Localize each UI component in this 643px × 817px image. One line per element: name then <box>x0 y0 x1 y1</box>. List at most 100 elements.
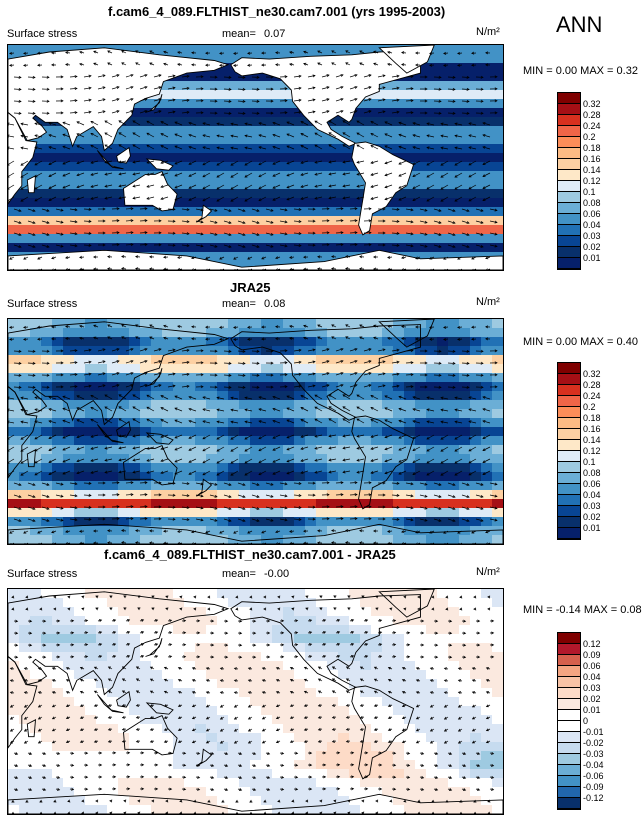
wind-arrow <box>160 172 169 176</box>
wind-arrow-head <box>163 255 167 259</box>
field-cell <box>283 243 295 253</box>
wind-arrow <box>247 256 253 260</box>
field-cell <box>107 472 119 482</box>
field-cell <box>272 445 284 455</box>
wind-arrow <box>27 362 36 364</box>
wind-arrow <box>461 244 470 248</box>
wind-arrow <box>223 76 232 78</box>
wind-arrow <box>195 518 204 521</box>
wind-arrow <box>41 506 50 510</box>
wind-arrow <box>293 518 302 521</box>
wind-arrow <box>447 386 456 388</box>
wind-arrow-head <box>444 542 446 544</box>
wind-arrow-head <box>415 325 419 329</box>
field-cell <box>195 198 207 208</box>
field-cell <box>19 207 31 217</box>
field-cell <box>228 346 240 356</box>
wind-arrow <box>223 112 232 114</box>
field-cell <box>118 517 130 527</box>
field-cell <box>481 162 493 172</box>
field-cell <box>118 454 130 464</box>
wind-arrow <box>359 324 365 328</box>
wind-arrow <box>132 394 141 400</box>
wind-arrow-head <box>454 134 458 138</box>
wind-arrow-head <box>93 255 97 259</box>
wind-arrow-head <box>454 186 458 190</box>
field-cell <box>448 499 460 509</box>
field-cell <box>437 45 449 55</box>
wind-arrow <box>384 470 393 474</box>
field-cell <box>239 234 251 244</box>
wind-arrow-head <box>8 436 10 440</box>
wind-arrow-head <box>373 267 377 270</box>
field-cell <box>470 337 482 347</box>
field-cell <box>393 328 405 338</box>
wind-arrow <box>8 470 15 476</box>
wind-arrow-head <box>317 529 321 533</box>
field-cell <box>371 355 383 365</box>
wind-arrow-head <box>384 471 388 475</box>
wind-arrow-head <box>258 122 262 126</box>
field-cell <box>239 490 251 500</box>
wind-arrow-head <box>60 518 64 522</box>
wind-arrow-head <box>272 121 276 125</box>
field-cell <box>316 45 328 55</box>
wind-arrow-head <box>331 62 335 66</box>
field-cell <box>107 427 119 437</box>
wind-arrow-head <box>228 349 232 353</box>
field-cell <box>360 234 372 244</box>
field-cell <box>118 445 130 455</box>
field-cell <box>206 144 218 154</box>
wind-arrow-head <box>468 472 472 476</box>
wind-arrow-head <box>472 542 474 544</box>
field-cell <box>470 355 482 365</box>
wind-arrow-head <box>90 418 94 422</box>
field-cell <box>151 45 163 55</box>
field-cell <box>415 418 427 428</box>
wind-arrow <box>97 86 106 90</box>
field-cell <box>118 337 130 347</box>
field-cell <box>228 243 240 253</box>
field-cell <box>437 508 449 518</box>
wind-arrow-head <box>34 448 38 452</box>
field-cell <box>305 463 317 473</box>
wind-arrow-head <box>331 336 335 340</box>
field-cell <box>195 364 207 374</box>
field-cell <box>393 418 405 428</box>
wind-arrow <box>454 147 463 150</box>
field-cell <box>184 481 196 491</box>
field-cell <box>85 328 97 338</box>
wind-arrow <box>25 268 29 270</box>
wind-arrow <box>202 172 211 178</box>
wind-arrow <box>349 384 358 388</box>
field-cell <box>360 409 372 419</box>
wind-arrow <box>440 147 449 150</box>
field-cell <box>415 535 427 544</box>
wind-arrow-head <box>191 530 195 534</box>
wind-arrow <box>405 232 414 235</box>
wind-arrow-head <box>18 233 22 237</box>
wind-arrow-head <box>214 494 218 498</box>
wind-arrow-head <box>370 394 374 398</box>
wind-arrow-head <box>132 458 136 462</box>
wind-arrow-head <box>272 447 276 451</box>
wind-arrow-head <box>270 75 274 79</box>
field-cell <box>305 481 317 491</box>
field-cell <box>173 135 185 145</box>
field-cell <box>8 328 20 338</box>
field-cell <box>96 535 108 544</box>
field-cell <box>327 517 339 527</box>
wind-arrow-head <box>48 198 52 201</box>
wind-arrow <box>62 396 71 400</box>
field-cell <box>96 144 108 154</box>
field-cell <box>85 373 97 383</box>
wind-arrow-head <box>457 325 461 329</box>
wind-arrow <box>20 123 29 126</box>
field-cell <box>118 481 130 491</box>
wind-arrow <box>440 446 449 452</box>
field-cell <box>239 117 251 127</box>
field-cell <box>30 346 42 356</box>
colorbar-segment <box>558 137 580 148</box>
field-cell <box>294 481 306 491</box>
wind-arrow <box>237 494 246 498</box>
